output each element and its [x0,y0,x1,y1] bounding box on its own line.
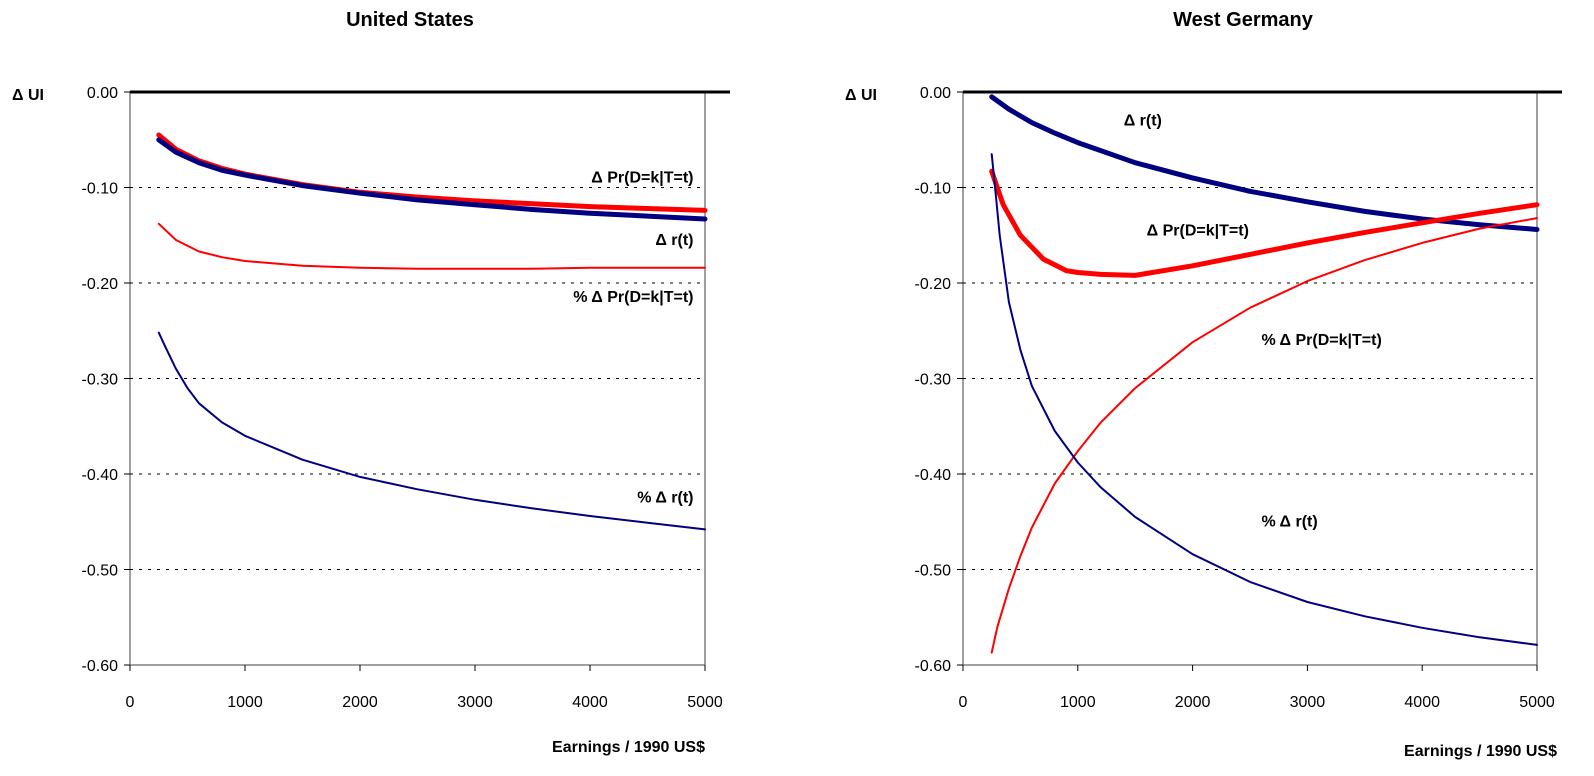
chart-title: West Germany [1173,9,1314,31]
series-line-delta-pr-d-k-t-t-thick [989,168,1540,278]
series-annotation: % Δ r(t) [637,490,693,507]
x-tick-label: 3000 [1290,694,1326,711]
series-line-pct-delta-pr-d-k-t-t-thin [157,222,706,270]
y-tick-label: -0.50 [82,563,119,580]
series-line-pct-delta-r-t-thin [990,153,1538,646]
x-axis-label: Earnings / 1990 US$ [1404,743,1557,760]
y-tick-label: -0.30 [82,372,119,389]
y-tick-label: -0.40 [82,467,119,484]
x-tick-label: 2000 [1175,694,1211,711]
series-line-pct-delta-r-t-thin [157,331,706,531]
x-tick-label: 4000 [572,694,608,711]
series-annotation: Δ r(t) [655,232,693,249]
y-tick-label: -0.30 [915,372,952,389]
series-annotation: % Δ Pr(D=k|T=t) [573,289,693,306]
x-tick-label: 1000 [1060,694,1096,711]
y-tick-label: -0.10 [915,181,952,198]
y-axis-label: Δ UI [12,87,44,104]
y-tick-label: 0.00 [920,85,951,102]
x-tick-label: 1000 [227,694,263,711]
x-tick-label: 3000 [457,694,493,711]
y-axis-label: Δ UI [845,87,877,104]
x-tick-label: 0 [126,694,135,711]
y-tick-label: -0.20 [915,276,952,293]
series-line-pct-delta-pr-d-k-t-t-thin [990,217,1538,654]
x-tick-label: 5000 [1519,694,1555,711]
x-axis-label: Earnings / 1990 US$ [552,739,705,756]
series-annotation: Δ r(t) [1124,112,1162,129]
series-annotation: % Δ r(t) [1261,514,1317,531]
x-tick-label: 5000 [687,694,723,711]
y-tick-label: -0.10 [82,181,119,198]
chart-title: United States [346,9,474,31]
y-tick-label: -0.40 [915,467,952,484]
x-tick-label: 0 [959,694,968,711]
y-tick-label: 0.00 [87,85,118,102]
y-tick-label: -0.20 [82,276,119,293]
y-tick-label: -0.60 [915,658,952,675]
chart-panel-united-states: 0.00 -0.10 -0.20 -0.30 -0.40 -0.50 -0.60 0 1000 2… [12,9,730,756]
series-line-delta-r-t-thick [989,94,1540,232]
x-tick-label: 2000 [342,694,378,711]
chart-panel-west-germany: 0.00 -0.10 -0.20 -0.30 -0.40 -0.50 -0.60 0 1000 2… [845,9,1562,760]
series-annotation: Δ Pr(D=k|T=t) [1147,222,1249,239]
x-tick-label: 4000 [1404,694,1440,711]
series-annotation: Δ Pr(D=k|T=t) [591,170,693,187]
y-tick-label: -0.50 [915,563,952,580]
series-line-delta-r-t-thick [156,137,708,222]
series-annotation: % Δ Pr(D=k|T=t) [1261,332,1381,349]
y-tick-label: -0.60 [82,658,119,675]
